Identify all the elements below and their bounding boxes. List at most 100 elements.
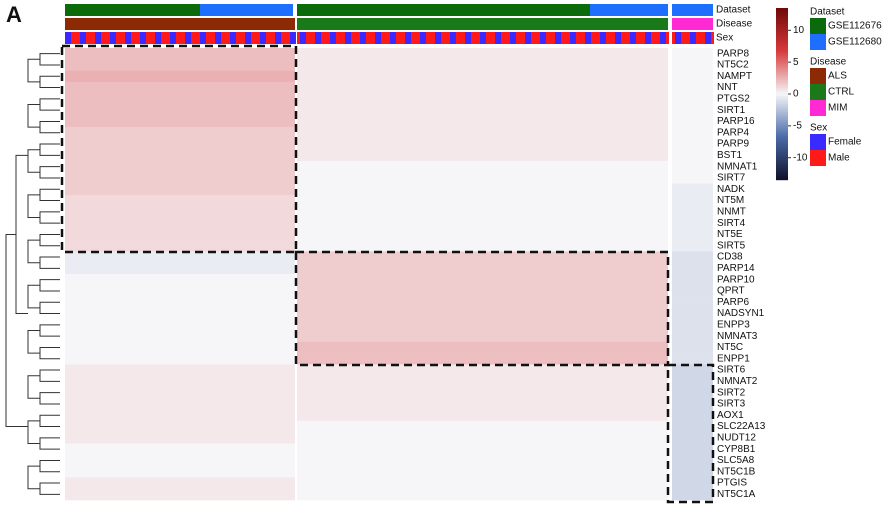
heat-cell <box>297 93 668 105</box>
heat-cell <box>65 319 295 331</box>
heat-cell <box>65 375 295 388</box>
colorbar-segment <box>776 130 788 133</box>
colorbar-tick-label: -10 <box>793 152 808 163</box>
dendrogram-link <box>39 98 60 111</box>
colorbar-segment <box>776 14 788 17</box>
annotation-label: Dataset <box>716 5 751 16</box>
heat-cell <box>297 149 668 162</box>
sex-stripe <box>567 32 570 44</box>
sex-stripe <box>128 32 131 44</box>
colorbar-segment <box>776 94 788 97</box>
sex-stripe <box>245 32 248 44</box>
colorbar-segment <box>776 148 788 151</box>
heat-cell <box>297 183 668 196</box>
sex-stripe <box>206 32 209 44</box>
heat-cell <box>65 183 295 196</box>
colorbar-segment <box>776 140 788 143</box>
heat-cell <box>672 93 713 105</box>
colorbar-segment <box>776 116 788 119</box>
colorbar-segment <box>776 16 788 19</box>
row-label: NUDT12 <box>717 432 756 443</box>
sex-stripe <box>309 32 312 44</box>
legend-label: MIM <box>828 103 847 114</box>
heat-cell <box>65 228 295 241</box>
colorbar-segment <box>776 160 788 163</box>
sex-stripe <box>173 32 176 44</box>
sex-stripe <box>125 32 128 44</box>
sex-stripe <box>663 32 666 44</box>
sex-stripe <box>561 32 564 44</box>
dendrogram-link <box>39 459 60 473</box>
heat-cell <box>297 217 668 230</box>
sex-stripe <box>666 32 669 44</box>
colorbar-segment <box>776 28 788 31</box>
heat-cell <box>65 341 295 354</box>
heat-cell <box>672 330 713 343</box>
sex-stripe <box>597 32 600 44</box>
sex-stripe <box>480 32 483 44</box>
sex-stripe <box>594 32 597 44</box>
colorbar-segment <box>776 174 788 177</box>
dataset-bar <box>297 4 590 16</box>
colorbar-segment <box>776 168 788 171</box>
row-label: NT5C <box>717 342 743 353</box>
sex-stripe <box>209 32 212 44</box>
sex-stripe <box>224 32 227 44</box>
sex-stripe <box>89 32 92 44</box>
sex-stripe <box>693 32 696 44</box>
sex-stripe <box>86 32 89 44</box>
heat-cell <box>672 432 713 444</box>
heat-cell <box>672 319 713 331</box>
sex-stripe <box>564 32 567 44</box>
heat-cell <box>672 375 713 388</box>
dendrogram-link <box>39 166 60 179</box>
sex-stripe <box>531 32 534 44</box>
disease-bar <box>672 18 713 30</box>
panel-label: A <box>6 2 22 27</box>
sex-stripe <box>705 32 708 44</box>
colorbar-segment <box>776 74 788 77</box>
heat-cell <box>297 138 668 150</box>
colorbar-segment <box>776 150 788 153</box>
sex-stripe <box>387 32 390 44</box>
sex-stripe <box>420 32 423 44</box>
heat-cell <box>297 206 668 218</box>
colorbar-segment <box>776 10 788 13</box>
colorbar-segment <box>776 18 788 21</box>
sex-stripe <box>678 32 681 44</box>
dataset-bar <box>65 4 200 16</box>
colorbar-segment <box>776 70 788 73</box>
heat-cell <box>65 262 295 275</box>
sex-stripe <box>236 32 239 44</box>
legend-label: CTRL <box>828 87 855 98</box>
heat-cell <box>672 149 713 162</box>
sex-stripe <box>345 32 348 44</box>
disease-bar <box>65 18 295 30</box>
dendrogram-link <box>27 330 40 354</box>
dendrogram-link <box>39 324 60 337</box>
sex-stripe <box>360 32 363 44</box>
heat-cell <box>672 398 713 410</box>
colorbar-tick-label: 10 <box>793 25 805 36</box>
colorbar-segment <box>776 100 788 103</box>
sex-stripe <box>471 32 474 44</box>
colorbar-segment <box>776 112 788 115</box>
dendrogram-link <box>39 143 60 156</box>
colorbar-tick-label: -5 <box>793 120 802 131</box>
heat-cell <box>297 466 668 478</box>
heat-cell <box>297 420 668 433</box>
row-label: SIRT6 <box>717 365 746 376</box>
sex-stripe <box>101 32 104 44</box>
row-label: PARP8 <box>717 48 749 59</box>
row-label: NADK <box>717 184 745 195</box>
heat-cell <box>297 70 668 83</box>
sex-stripe <box>600 32 603 44</box>
sex-stripe <box>615 32 618 44</box>
disease-bar <box>297 18 668 30</box>
colorbar-segment <box>776 92 788 95</box>
sex-stripe <box>438 32 441 44</box>
heat-cell <box>297 375 668 388</box>
row-label: ENPP1 <box>717 353 750 364</box>
sex-stripe <box>408 32 411 44</box>
sex-stripe <box>158 32 161 44</box>
